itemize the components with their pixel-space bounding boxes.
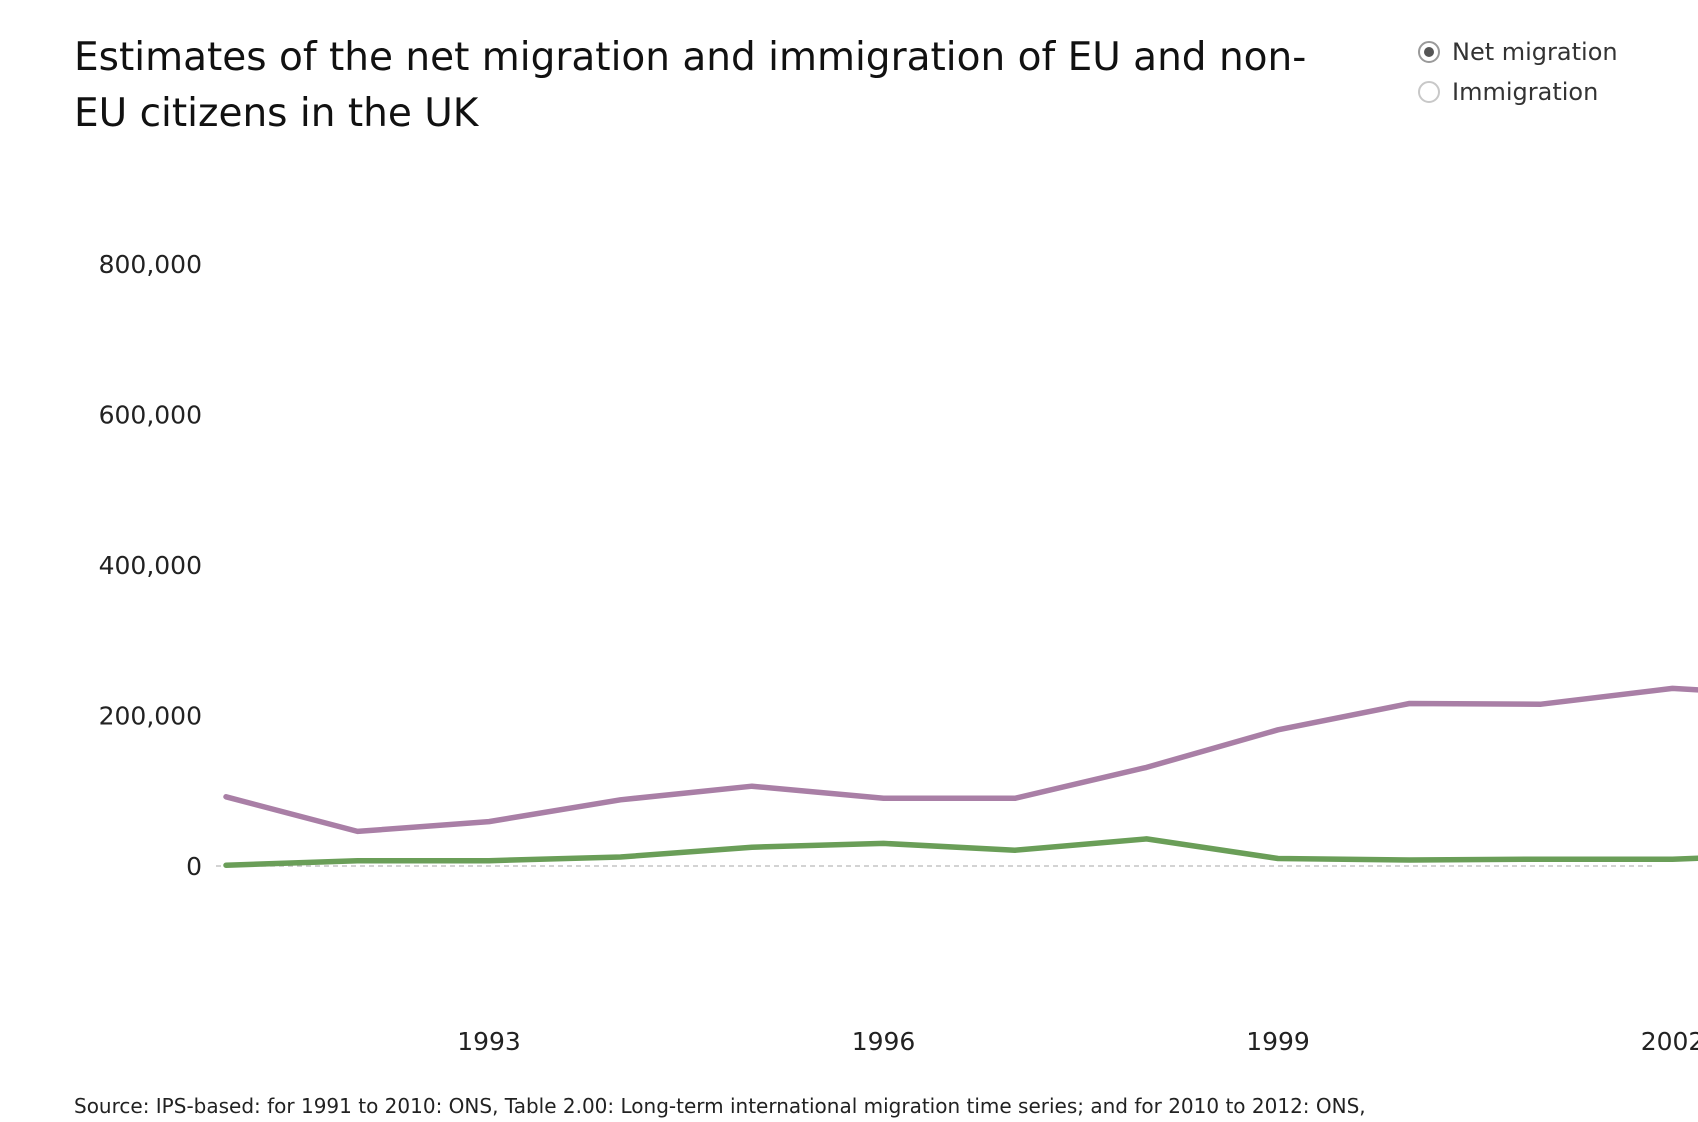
y-tick-label: 400,000 bbox=[99, 551, 202, 580]
radio-unselected-icon[interactable] bbox=[1418, 81, 1440, 103]
source-note: Source: IPS-based: for 1991 to 2010: ONS… bbox=[74, 1094, 1366, 1118]
series-line-eu-ips-based bbox=[223, 836, 1698, 868]
y-tick-label: 600,000 bbox=[99, 401, 202, 430]
net-migration-option[interactable]: Net migration bbox=[1418, 32, 1618, 72]
x-tick-label: 1999 bbox=[1246, 1027, 1310, 1056]
net-migration-label: Net migration bbox=[1452, 38, 1618, 66]
x-tick-label: 2002 bbox=[1641, 1027, 1698, 1056]
y-tick-label: 800,000 bbox=[99, 250, 202, 279]
y-tick-label: 0 bbox=[186, 852, 202, 881]
x-tick-label: 1996 bbox=[852, 1027, 916, 1056]
immigration-option[interactable]: Immigration bbox=[1418, 72, 1618, 112]
metric-toggle: Net migration Immigration bbox=[1418, 32, 1618, 112]
x-tick-label: 1993 bbox=[457, 1027, 521, 1056]
series-line-non-eu-ips-based bbox=[223, 685, 1698, 835]
chart-title: Estimates of the net migration and immig… bbox=[74, 35, 1307, 136]
immigration-label: Immigration bbox=[1452, 78, 1599, 106]
y-tick-label: 200,000 bbox=[99, 702, 202, 731]
radio-selected-icon[interactable] bbox=[1418, 41, 1440, 63]
